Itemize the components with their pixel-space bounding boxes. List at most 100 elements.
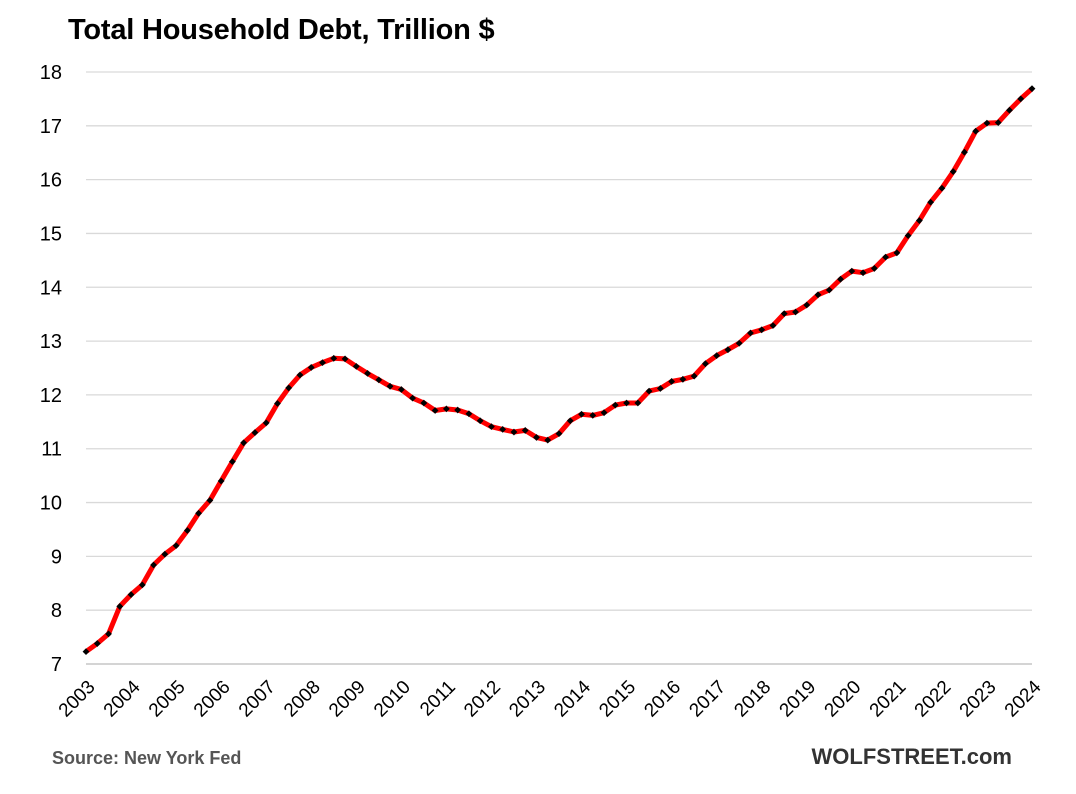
- data-point: [172, 542, 180, 549]
- data-point: [848, 267, 856, 275]
- data-point: [465, 410, 473, 418]
- x-tick-label: 2023: [956, 677, 1001, 722]
- data-point: [724, 346, 732, 354]
- x-tick-label: 2021: [866, 677, 911, 722]
- data-point: [240, 439, 248, 447]
- data-point: [420, 399, 428, 407]
- data-point: [499, 425, 507, 433]
- y-tick-label: 10: [40, 493, 62, 515]
- data-point: [296, 371, 304, 379]
- y-axis-tick-labels: 7 8 9 10 11 12 13 14 15 16 17 18: [40, 62, 62, 676]
- data-point: [600, 409, 608, 417]
- data-point: [375, 376, 383, 384]
- data-point: [442, 405, 450, 413]
- data-point: [702, 360, 709, 368]
- data-point: [994, 119, 1002, 126]
- data-point: [758, 326, 766, 334]
- y-tick-label: 7: [51, 654, 62, 676]
- data-point: [780, 310, 788, 318]
- data-point: [803, 301, 811, 309]
- x-tick-label: 2004: [100, 676, 145, 721]
- y-tick-label: 11: [41, 439, 62, 461]
- data-point: [352, 362, 360, 370]
- data-point: [521, 427, 529, 434]
- data-point: [769, 322, 777, 329]
- y-tick-label: 15: [40, 223, 62, 245]
- y-tick-label: 8: [51, 600, 62, 622]
- data-point: [589, 411, 597, 419]
- x-tick-label: 2011: [416, 677, 460, 721]
- data-point: [319, 359, 326, 367]
- x-tick-label: 2024: [1001, 676, 1046, 721]
- data-point: [488, 423, 495, 431]
- x-tick-label: 2018: [731, 677, 776, 722]
- data-point: [229, 458, 236, 466]
- data-point: [747, 329, 754, 337]
- x-tick-label: 2009: [325, 677, 370, 722]
- x-tick-label: 2020: [821, 677, 866, 722]
- data-point: [1028, 85, 1036, 93]
- data-point: [882, 253, 889, 261]
- x-tick-label: 2017: [685, 677, 730, 722]
- data-point: [859, 269, 867, 277]
- x-tick-label: 2015: [595, 677, 640, 722]
- data-point: [161, 550, 169, 558]
- data-point: [927, 198, 935, 206]
- data-point: [454, 406, 462, 414]
- data-point: [983, 119, 991, 127]
- x-tick-label: 2022: [911, 677, 956, 722]
- data-point: [566, 417, 574, 425]
- data-point: [105, 630, 112, 638]
- data-point: [82, 648, 90, 656]
- data-point: [364, 369, 371, 377]
- data-point: [938, 184, 946, 192]
- data-point: [431, 407, 439, 414]
- data-point: [533, 434, 540, 441]
- x-tick-label: 2016: [640, 677, 685, 722]
- y-tick-label: 14: [40, 277, 62, 299]
- series-markers: [82, 85, 1036, 656]
- data-point: [138, 581, 146, 589]
- data-point: [611, 401, 619, 409]
- data-point: [870, 265, 878, 272]
- data-point: [690, 372, 698, 380]
- data-point: [735, 339, 743, 347]
- data-point: [150, 561, 157, 569]
- data-point: [544, 436, 552, 444]
- x-tick-label: 2019: [776, 677, 821, 722]
- x-tick-label: 2012: [460, 677, 505, 722]
- x-tick-label: 2005: [145, 677, 190, 722]
- data-point: [397, 386, 405, 393]
- y-tick-label: 16: [40, 170, 62, 192]
- data-point: [825, 286, 833, 294]
- data-point: [713, 352, 721, 360]
- y-tick-label: 12: [40, 385, 62, 407]
- data-point: [679, 375, 687, 383]
- data-point: [792, 308, 799, 316]
- x-tick-label: 2006: [190, 677, 235, 722]
- data-point: [634, 399, 642, 407]
- data-point: [274, 400, 281, 407]
- data-point: [972, 127, 980, 135]
- data-point: [1006, 106, 1013, 114]
- brand-watermark: WOLFSTREET.com: [811, 744, 1012, 769]
- data-point: [893, 249, 901, 257]
- chart-title: Total Household Debt, Trillion $: [68, 14, 495, 46]
- data-point: [183, 527, 191, 534]
- y-tick-label: 9: [51, 546, 62, 568]
- data-point: [262, 419, 270, 427]
- x-axis-tick-labels: 2003 2004 2005 2006 2007 2008 2009 2010 2011 2012…: [55, 676, 1046, 721]
- data-point: [93, 640, 101, 647]
- data-point: [915, 217, 923, 224]
- data-point: [285, 384, 293, 392]
- data-point: [949, 168, 957, 175]
- data-point: [1017, 95, 1025, 103]
- data-point: [330, 354, 338, 362]
- data-point: [668, 378, 676, 385]
- data-point: [555, 430, 563, 438]
- data-point: [837, 275, 844, 283]
- y-tick-label: 18: [40, 62, 62, 84]
- data-point: [904, 232, 912, 240]
- data-point: [645, 387, 653, 395]
